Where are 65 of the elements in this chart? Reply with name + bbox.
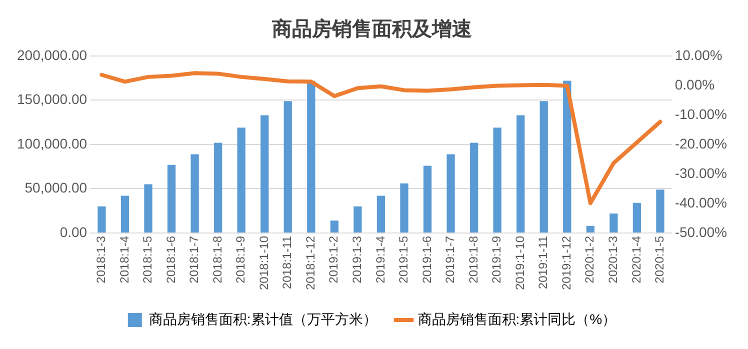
x-tick-label: 2020:1-2 — [582, 236, 597, 284]
x-tick-label: 2018:1-4 — [117, 236, 132, 284]
y2-tick-label: -30.00% — [674, 164, 728, 181]
x-tick-label: 2018:1-3 — [94, 236, 108, 284]
x-tick-label: 2020:1-5 — [652, 236, 667, 284]
x-tick-label: 2019:1-3 — [350, 236, 364, 284]
x-tick-label: 2018:1-6 — [164, 236, 178, 284]
x-tick-label: 2018:1-10 — [256, 236, 271, 290]
x-tick-label: 2019:1-2 — [326, 236, 341, 284]
x-tick-label: 2019:1-9 — [490, 236, 504, 284]
bar — [190, 154, 199, 232]
x-tick-label: 2019:1-12 — [559, 236, 574, 290]
bar — [423, 166, 432, 232]
bar — [98, 206, 106, 232]
x-tick-label: 2019:1-10 — [512, 236, 527, 290]
bar — [167, 164, 176, 232]
x-tick-label: 2018:1-8 — [210, 236, 224, 284]
bar — [120, 196, 130, 232]
y-tick-label: 0.00 — [60, 224, 88, 240]
y2-tick-label: -20.00% — [674, 135, 728, 152]
bar — [376, 196, 386, 232]
bar — [330, 220, 338, 232]
bar — [516, 115, 525, 232]
bar — [354, 206, 362, 232]
x-tick-label: 2019:1-7 — [443, 236, 458, 284]
y2-tick-label: 0.00% — [674, 76, 715, 92]
x-tick-label: 2020:1-3 — [606, 236, 620, 284]
bar — [260, 115, 269, 232]
bar — [586, 226, 594, 232]
bar — [610, 213, 618, 232]
x-tick-label: 2020:1-4 — [629, 236, 644, 284]
x-tick-label: 2019:1-11 — [536, 236, 550, 290]
bar — [493, 128, 502, 232]
bar — [400, 183, 408, 232]
x-tick-label: 2018:1-7 — [187, 236, 202, 284]
bar — [144, 184, 152, 232]
x-tick-label: 2018:1-9 — [234, 236, 248, 284]
legend-label: 商品房销售面积:累计值（万平方米） — [148, 310, 377, 327]
bar — [656, 190, 664, 232]
bar — [446, 154, 455, 232]
y-tick-label: 150,000.00 — [16, 91, 88, 108]
x-tick-label: 2018:1-5 — [140, 236, 155, 284]
x-tick-label: 2019:1-6 — [420, 236, 434, 284]
bar — [237, 128, 246, 232]
bar — [307, 80, 316, 232]
chart-title: 商品房销售面积及增速 — [271, 18, 472, 41]
y-tick-label: 200,000.00 — [16, 46, 88, 63]
x-tick-label: 2019:1-5 — [396, 236, 411, 284]
bar — [470, 142, 478, 232]
y2-tick-label: 10.00% — [674, 46, 722, 63]
x-tick-label: 2018:1-12 — [303, 236, 318, 290]
bar — [632, 202, 642, 232]
bar — [214, 142, 222, 232]
y-tick-label: 100,000.00 — [16, 135, 88, 152]
x-tick-label: 2018:1-11 — [280, 236, 294, 290]
legend-label: 商品房销售面积:累计同比（%） — [418, 310, 616, 327]
y2-tick-label: -10.00% — [674, 106, 728, 122]
y-tick-label: 50,000.00 — [24, 180, 88, 196]
y2-tick-label: -50.00% — [674, 224, 728, 240]
bar — [284, 101, 292, 232]
bar — [563, 80, 572, 232]
x-tick-label: 2019:1-8 — [466, 236, 480, 284]
x-tick-label: 2019:1-4 — [373, 236, 388, 284]
y2-tick-label: -40.00% — [674, 194, 728, 210]
bar — [540, 101, 548, 232]
